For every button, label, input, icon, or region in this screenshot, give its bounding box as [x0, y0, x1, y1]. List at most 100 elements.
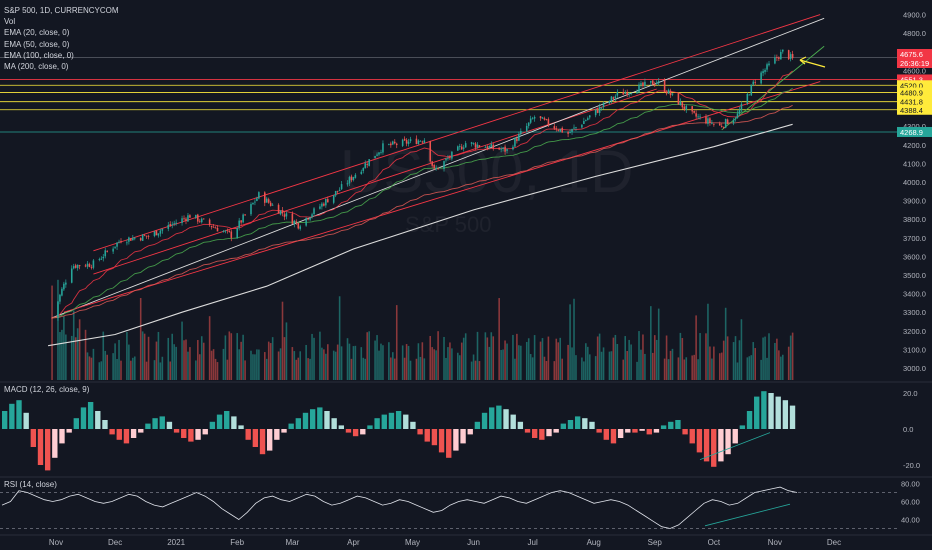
volume-bar [652, 352, 654, 380]
macd-bar [438, 429, 445, 453]
candle-body [640, 83, 642, 85]
volume-bar [778, 350, 780, 380]
volume-bar [307, 358, 309, 380]
volume-bar [474, 360, 477, 380]
volume-bar [512, 334, 514, 380]
macd-bar [166, 421, 173, 429]
macd-bar [87, 402, 94, 429]
candle-body [525, 125, 528, 132]
candle-body [561, 127, 563, 133]
volume-bar [197, 340, 199, 380]
volume-bar [126, 331, 128, 380]
macd-bar [173, 429, 180, 433]
volume-bar [423, 358, 426, 380]
macd-bar [474, 421, 481, 429]
candle-body [336, 190, 339, 192]
price-badge [897, 126, 932, 137]
candle-body [338, 189, 341, 192]
volume-bar [104, 350, 107, 380]
candle-body [545, 119, 548, 120]
candle-body [547, 119, 550, 126]
candle-body [252, 202, 254, 205]
candle-body [74, 265, 77, 268]
volume-bar [443, 336, 445, 380]
candle-body [760, 72, 762, 84]
volume-bar [277, 351, 280, 380]
macd-bar [331, 418, 337, 429]
volume-bar [364, 358, 367, 380]
macd-bar [116, 429, 122, 440]
candle-body [683, 106, 686, 110]
volume-bar [340, 346, 343, 380]
volume-bar [102, 331, 105, 380]
volume-bar [285, 322, 288, 380]
volume-bar [789, 335, 792, 380]
legend-ema100[interactable]: EMA (100, close, 0) [4, 50, 74, 60]
volume-bar [157, 331, 160, 380]
macd-legend[interactable]: MACD (12, 26, close, 9) [4, 385, 90, 394]
candle-body [423, 140, 426, 143]
candle-body [271, 204, 274, 206]
candle-body [216, 227, 219, 232]
volume-bar [709, 346, 711, 380]
volume-bar [118, 339, 120, 380]
volume-bar [486, 337, 489, 380]
candle-body [464, 143, 467, 148]
volume-bar [553, 361, 556, 380]
x-tick-label: Nov [768, 538, 782, 547]
macd-bar [739, 425, 746, 429]
candle-body [147, 235, 150, 237]
price-badge [897, 104, 932, 115]
candle-body [512, 146, 514, 150]
legend-ema20[interactable]: EMA (20, close, 0) [4, 28, 70, 38]
candle-body [498, 147, 500, 150]
candle-body [655, 82, 658, 84]
macd-bar [481, 412, 488, 429]
volume-bar [132, 357, 134, 380]
volume-bar [382, 345, 384, 380]
rsi-tick-label: 40.00 [901, 516, 920, 525]
volume-bar [667, 359, 670, 380]
volume-bar [390, 357, 392, 380]
volume-bar [518, 345, 520, 380]
candle-body [352, 177, 355, 181]
x-tick-label: Sep [648, 538, 663, 547]
rsi-legend[interactable]: RSI (14, close) [4, 480, 57, 489]
candle-body [789, 54, 792, 59]
volume-bar [581, 357, 583, 380]
volume-bar [616, 343, 619, 380]
symbol-title[interactable]: S&P 500, 1D, CURRENCYCOM [4, 6, 119, 15]
candle-body [133, 237, 136, 239]
volume-bar [171, 333, 173, 380]
volume-bar [445, 357, 447, 380]
volume-bar [464, 333, 467, 380]
legend-vol[interactable]: Vol [4, 17, 16, 27]
candle-body [86, 263, 89, 267]
macd-bar [754, 396, 760, 429]
candle-body [736, 113, 739, 118]
volume-bar [707, 303, 709, 380]
volume-bar [212, 349, 215, 380]
legend-ma200[interactable]: MA (200, close, 0) [4, 62, 69, 72]
volume-bar [51, 285, 53, 380]
volume-bar [557, 342, 560, 380]
volume-bar [431, 347, 433, 380]
x-tick-label: Aug [587, 538, 601, 547]
macd-bar [467, 429, 473, 435]
macd-tick-label: 0.0 [903, 425, 913, 434]
volume-bar [612, 337, 615, 380]
volume-bar [362, 357, 365, 380]
candle-body [638, 84, 640, 93]
candle-body [102, 256, 105, 259]
candle-body [210, 225, 213, 228]
candle-body [451, 151, 453, 159]
candle-body [419, 140, 422, 142]
legend-ema50[interactable]: EMA (50, close, 0) [4, 39, 70, 49]
volume-bar [598, 333, 601, 380]
macd-bar [517, 421, 524, 429]
volume-bar [254, 354, 256, 380]
macd-bar [202, 429, 208, 435]
volume-bar [374, 340, 376, 380]
macd-bar [696, 429, 703, 453]
